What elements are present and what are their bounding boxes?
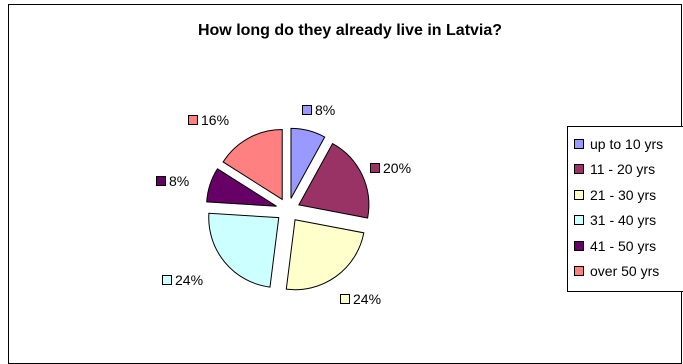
legend-item: 31 - 40 yrs bbox=[574, 208, 683, 234]
legend: up to 10 yrs 11 - 20 yrs 21 - 30 yrs 31 - 4… bbox=[567, 126, 683, 292]
legend-label: over 50 yrs bbox=[590, 263, 660, 280]
legend-swatch bbox=[574, 189, 584, 200]
legend-item: 21 - 30 yrs bbox=[574, 182, 683, 208]
legend-swatch bbox=[574, 266, 584, 277]
data-label-swatch bbox=[302, 105, 312, 115]
legend-swatch bbox=[574, 240, 584, 251]
legend-item: up to 10 yrs bbox=[574, 131, 683, 157]
data-label-swatch bbox=[370, 163, 380, 173]
data-label-1: 8% bbox=[302, 102, 335, 118]
data-label-text: 16% bbox=[201, 112, 230, 128]
data-label-6: 16% bbox=[188, 112, 229, 128]
legend-swatch bbox=[574, 164, 584, 175]
data-label-text: 8% bbox=[169, 173, 190, 189]
data-label-text: 24% bbox=[175, 272, 204, 288]
pie-slice-4 bbox=[208, 212, 280, 288]
legend-item: 41 - 50 yrs bbox=[574, 233, 683, 259]
pie-slice-6 bbox=[222, 128, 283, 201]
legend-label: 21 - 30 yrs bbox=[590, 186, 657, 203]
data-label-text: 20% bbox=[383, 160, 412, 176]
data-label-4: 24% bbox=[162, 272, 203, 288]
data-label-swatch bbox=[340, 294, 350, 304]
legend-label: 41 - 50 yrs bbox=[590, 237, 657, 254]
data-label-swatch bbox=[156, 176, 166, 186]
data-label-5: 8% bbox=[156, 173, 189, 189]
data-label-2: 20% bbox=[370, 160, 411, 176]
legend-label: 11 - 20 yrs bbox=[590, 161, 656, 178]
pie-slice-3 bbox=[285, 219, 365, 291]
legend-swatch bbox=[574, 215, 584, 226]
legend-item: over 50 yrs bbox=[574, 259, 683, 285]
data-label-3: 24% bbox=[340, 291, 381, 307]
chart-title: How long do they already live in Latvia? bbox=[197, 22, 503, 39]
pie-slice-5 bbox=[206, 168, 277, 207]
pie-slice-2 bbox=[298, 142, 370, 219]
legend-item: 11 - 20 yrs bbox=[574, 157, 683, 183]
pie-slice-1 bbox=[290, 127, 326, 199]
data-label-swatch bbox=[162, 275, 172, 285]
legend-label: 31 - 40 yrs bbox=[590, 212, 657, 229]
data-label-swatch bbox=[188, 115, 198, 125]
data-label-text: 8% bbox=[315, 102, 336, 118]
legend-label: up to 10 yrs bbox=[590, 135, 664, 152]
data-label-text: 24% bbox=[353, 291, 382, 307]
legend-swatch bbox=[574, 138, 584, 149]
